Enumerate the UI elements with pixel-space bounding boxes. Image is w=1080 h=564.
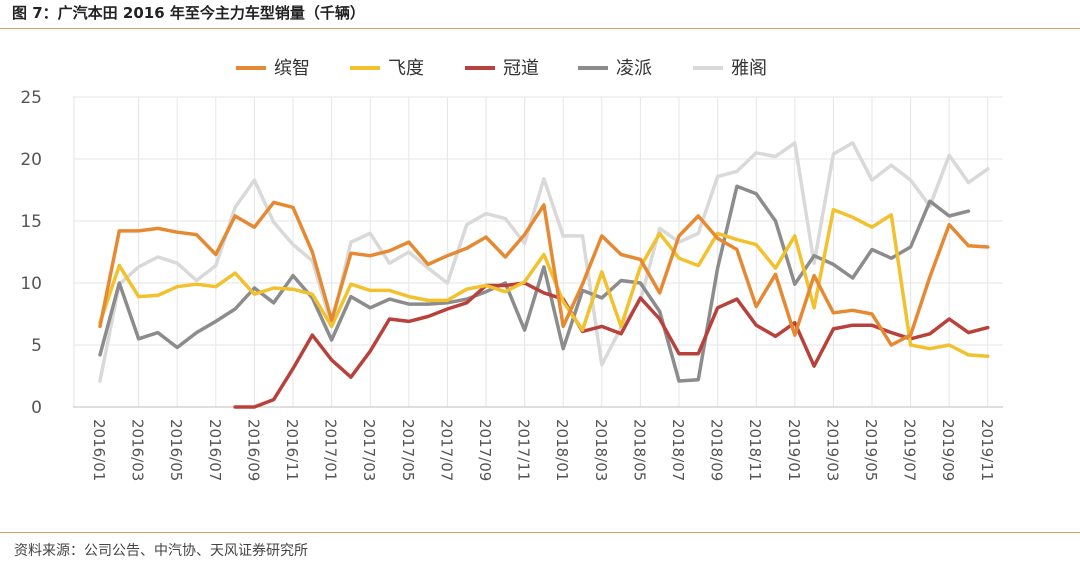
- chart-grid: [73, 96, 1003, 408]
- bottom-divider: [0, 532, 1080, 533]
- x-tick-label: 2017/03: [360, 419, 378, 481]
- x-tick-label: 2019/09: [939, 419, 957, 481]
- x-tick-label: 2016/07: [206, 419, 224, 481]
- x-tick-label: 2017/11: [515, 419, 533, 481]
- x-tick-label: 2018/09: [708, 419, 726, 481]
- x-tick-label: 2019/11: [978, 419, 996, 481]
- y-tick-label: 5: [31, 336, 42, 356]
- x-tick-label: 2016/09: [244, 419, 262, 481]
- legend-label: 冠道: [503, 58, 539, 79]
- x-tick-label: 2018/01: [553, 419, 571, 481]
- legend-label: 飞度: [388, 58, 424, 79]
- y-tick-label: 0: [31, 398, 42, 418]
- x-axis-ticks: 2016/01 2016/03 2016/05 2016/07 2016/09 2016/…: [90, 419, 996, 481]
- x-tick-label: 2016/05: [167, 419, 185, 481]
- series-line-冠道: [233, 281, 990, 409]
- series-line-缤智: [98, 200, 990, 347]
- x-tick-label: 2017/01: [322, 419, 340, 481]
- chart-series: [98, 141, 990, 409]
- x-tick-label: 2016/03: [129, 419, 147, 481]
- top-divider: [0, 28, 1080, 29]
- y-tick-label: 25: [20, 88, 42, 108]
- x-tick-label: 2019/05: [862, 419, 880, 481]
- legend-label: 雅阁: [731, 58, 767, 79]
- y-axis-ticks: 0 5 10 15 20 25: [20, 88, 42, 418]
- y-tick-label: 15: [20, 212, 42, 232]
- series-line-雅阁: [98, 141, 990, 383]
- x-tick-label: 2018/05: [630, 419, 648, 481]
- series-line-飞度: [98, 208, 990, 358]
- x-tick-label: 2019/07: [901, 419, 919, 481]
- x-tick-label: 2018/03: [592, 419, 610, 481]
- figure-title: 图 7：广汽本田 2016 年至今主力车型销量（千辆）: [12, 4, 365, 22]
- legend-label: 凌派: [616, 58, 652, 79]
- x-tick-label: 2017/07: [437, 419, 455, 481]
- source-note: 资料来源：公司公告、中汽协、天风证券研究所: [14, 543, 308, 559]
- x-tick-label: 2016/11: [283, 419, 301, 481]
- x-tick-label: 2018/11: [746, 419, 764, 481]
- x-tick-label: 2017/09: [476, 419, 494, 481]
- x-tick-label: 2019/03: [823, 419, 841, 481]
- x-tick-label: 2017/05: [399, 419, 417, 481]
- y-tick-label: 20: [20, 150, 42, 170]
- y-tick-label: 10: [20, 274, 42, 294]
- x-tick-label: 2016/01: [90, 419, 108, 481]
- legend-label: 缤智: [274, 58, 310, 79]
- x-tick-label: 2018/07: [669, 419, 687, 481]
- chart-legend: 缤智 飞度 冠道 凌派 雅阁: [236, 58, 767, 79]
- x-tick-label: 2019/01: [785, 419, 803, 481]
